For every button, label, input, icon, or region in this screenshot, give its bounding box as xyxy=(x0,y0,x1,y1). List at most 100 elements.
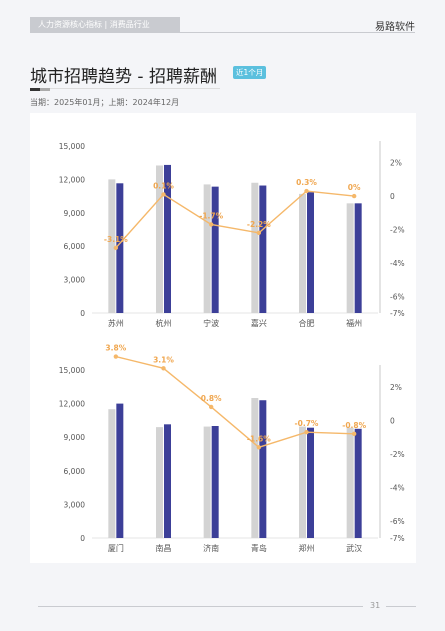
change-rate-point xyxy=(161,192,166,197)
bar-current-period xyxy=(259,185,267,313)
bar-current-period xyxy=(211,426,219,538)
y2-tick-label: -7% xyxy=(390,309,405,318)
bar-previous-period xyxy=(108,409,116,538)
y-tick-label: 9,000 xyxy=(64,433,86,442)
bar-current-period xyxy=(307,192,314,313)
footer-line-left xyxy=(38,606,363,607)
x-tick-label: 郑州 xyxy=(299,543,315,553)
y-tick-label: 6,000 xyxy=(64,467,86,476)
bar-current-period xyxy=(259,400,267,538)
bar-previous-period xyxy=(299,426,306,538)
bar-previous-period xyxy=(346,203,354,313)
x-tick-label: 宁波 xyxy=(203,318,219,328)
y2-tick-label: -4% xyxy=(390,484,405,493)
change-rate-point xyxy=(113,245,119,251)
title-accent-dark xyxy=(30,88,40,91)
bar-current-period xyxy=(354,428,362,538)
y2-tick-label: -6% xyxy=(390,292,405,301)
x-tick-label: 杭州 xyxy=(156,318,172,328)
footer-line-right xyxy=(386,606,416,607)
bar-current-period xyxy=(164,424,171,538)
change-rate-point xyxy=(113,354,119,359)
period-badge: 近1个月 xyxy=(233,66,267,79)
change-rate-label: 0.1% xyxy=(153,181,174,190)
change-rate-point xyxy=(351,431,357,437)
x-tick-label: 福州 xyxy=(346,319,362,328)
y-tick-label: 3,000 xyxy=(64,500,86,509)
change-rate-label: -0.7% xyxy=(295,419,319,428)
change-rate-label: -2.2% xyxy=(247,220,271,229)
y-tick-label: 0 xyxy=(80,534,85,543)
change-rate-point xyxy=(256,445,262,450)
x-tick-label: 苏州 xyxy=(108,318,124,328)
change-rate-point xyxy=(304,188,309,194)
x-tick-label: 南昌 xyxy=(156,543,172,553)
x-tick-label: 嘉兴 xyxy=(251,318,267,328)
change-rate-line xyxy=(115,190,355,249)
page-title: 城市招聘趋势 - 招聘薪酬 xyxy=(30,67,217,87)
bar-current-period xyxy=(164,164,171,313)
change-rate-point xyxy=(304,429,309,435)
change-rate-label: 0.8% xyxy=(201,394,222,403)
y-tick-label: 15,000 xyxy=(59,142,85,151)
bar-current-period xyxy=(211,186,219,313)
chart-container: 0 3,000 6,000 9,000 12,000 15,000 2% 0 -2% -4% -6%… xyxy=(30,113,416,563)
y2-tick-label: -2% xyxy=(390,226,405,235)
y2-tick-label: 2% xyxy=(390,159,402,168)
x-tick-label: 武汉 xyxy=(346,543,362,553)
period-text: 当期：2025年01月；上期：2024年12月 xyxy=(30,98,180,107)
bar-previous-period xyxy=(346,427,354,538)
charts-svg: 0 3,000 6,000 9,000 12,000 15,000 2% 0 -2% -4% -6%… xyxy=(59,141,405,553)
y2-tick-label: 0 xyxy=(390,192,395,201)
y-tick-label: 12,000 xyxy=(59,175,85,184)
bar-current-period xyxy=(116,403,124,538)
change-rate-label: 3.1% xyxy=(153,355,174,364)
page-number: 31 xyxy=(370,601,381,610)
bar-current-period xyxy=(354,203,362,313)
bar-previous-period xyxy=(203,426,211,538)
bar-previous-period xyxy=(203,184,211,313)
y2-tick-label: -6% xyxy=(390,517,405,526)
change-rate-label: 0.3% xyxy=(296,178,317,187)
y2-tick-label: -7% xyxy=(390,534,405,543)
x-tick-label: 合肥 xyxy=(299,318,315,328)
y-tick-label: 6,000 xyxy=(64,242,86,251)
title-underline xyxy=(50,88,220,89)
bar-previous-period xyxy=(108,179,116,313)
y2-tick-label: 0 xyxy=(390,416,395,425)
header-category-bar: 人力资源核心指标 | 消费品行业 xyxy=(30,17,180,33)
y2-tick-label: 2% xyxy=(390,383,402,392)
y-tick-label: 3,000 xyxy=(64,276,86,285)
change-rate-label: 3.8% xyxy=(105,344,126,353)
y-tick-label: 15,000 xyxy=(59,366,85,375)
change-rate-label: -3.1% xyxy=(104,235,128,244)
y-tick-label: 12,000 xyxy=(59,400,85,409)
y-tick-label: 9,000 xyxy=(64,209,86,218)
change-rate-label: -1.7% xyxy=(199,211,223,220)
bar-previous-period xyxy=(251,182,259,313)
x-tick-label: 青岛 xyxy=(251,543,267,553)
title-accent-light xyxy=(40,88,50,91)
change-rate-point xyxy=(208,404,214,410)
bar-previous-period xyxy=(299,193,306,313)
change-rate-point xyxy=(256,230,262,236)
bar-previous-period xyxy=(156,165,163,313)
bar-current-period xyxy=(116,183,124,313)
change-rate-point xyxy=(161,366,166,371)
change-rate-line xyxy=(115,355,355,449)
header-divider xyxy=(180,32,415,33)
brand-name: 易路软件 xyxy=(375,22,415,33)
header-category: 人力资源核心指标 | 消费品行业 xyxy=(38,20,150,29)
x-tick-label: 济南 xyxy=(203,543,219,553)
bar-current-period xyxy=(307,427,314,538)
change-rate-label: -0.8% xyxy=(342,421,366,430)
change-rate-point xyxy=(208,222,214,227)
bar-previous-period xyxy=(156,427,163,538)
x-tick-label: 厦门 xyxy=(108,543,124,553)
y-tick-label: 0 xyxy=(80,309,85,318)
y2-tick-label: -4% xyxy=(390,259,405,268)
change-rate-label: -1.6% xyxy=(247,434,271,443)
bar-previous-period xyxy=(251,398,259,538)
change-rate-label: 0% xyxy=(348,183,361,192)
change-rate-point xyxy=(351,193,357,199)
